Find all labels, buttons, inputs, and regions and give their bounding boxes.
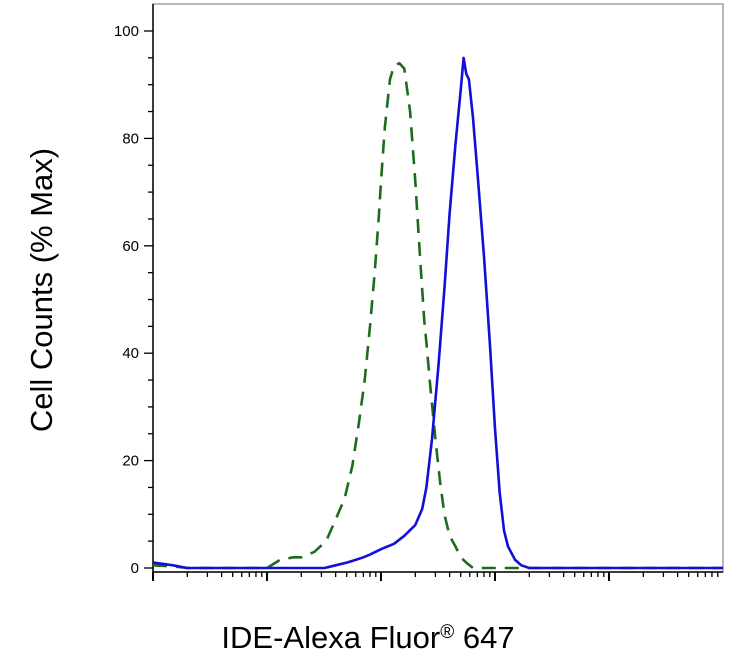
solid-histogram-line: [152, 56, 723, 570]
x-axis-title-suffix: 647: [454, 620, 514, 655]
plot-frame: [152, 3, 724, 573]
y-axis-ticks: 0 20 40 60 80 100: [114, 23, 153, 577]
x-axis-ticks: [152, 572, 719, 581]
x-axis-title-main: IDE-Alexa Fluor: [221, 620, 440, 655]
y-tick-label: 40: [122, 345, 139, 362]
registered-mark: ®: [440, 622, 454, 643]
y-tick-label: 20: [122, 453, 139, 470]
series-layer: [152, 56, 723, 570]
y-axis-title: Cell Counts (% Max): [24, 148, 59, 432]
dashed-histogram-line: [152, 61, 723, 570]
y-tick-label: 60: [122, 238, 139, 255]
x-axis-title: IDE-Alexa Fluor® 647: [221, 620, 514, 655]
y-tick-label: 100: [114, 23, 139, 40]
y-tick-label: 0: [131, 560, 139, 577]
y-tick-label: 80: [122, 130, 139, 147]
